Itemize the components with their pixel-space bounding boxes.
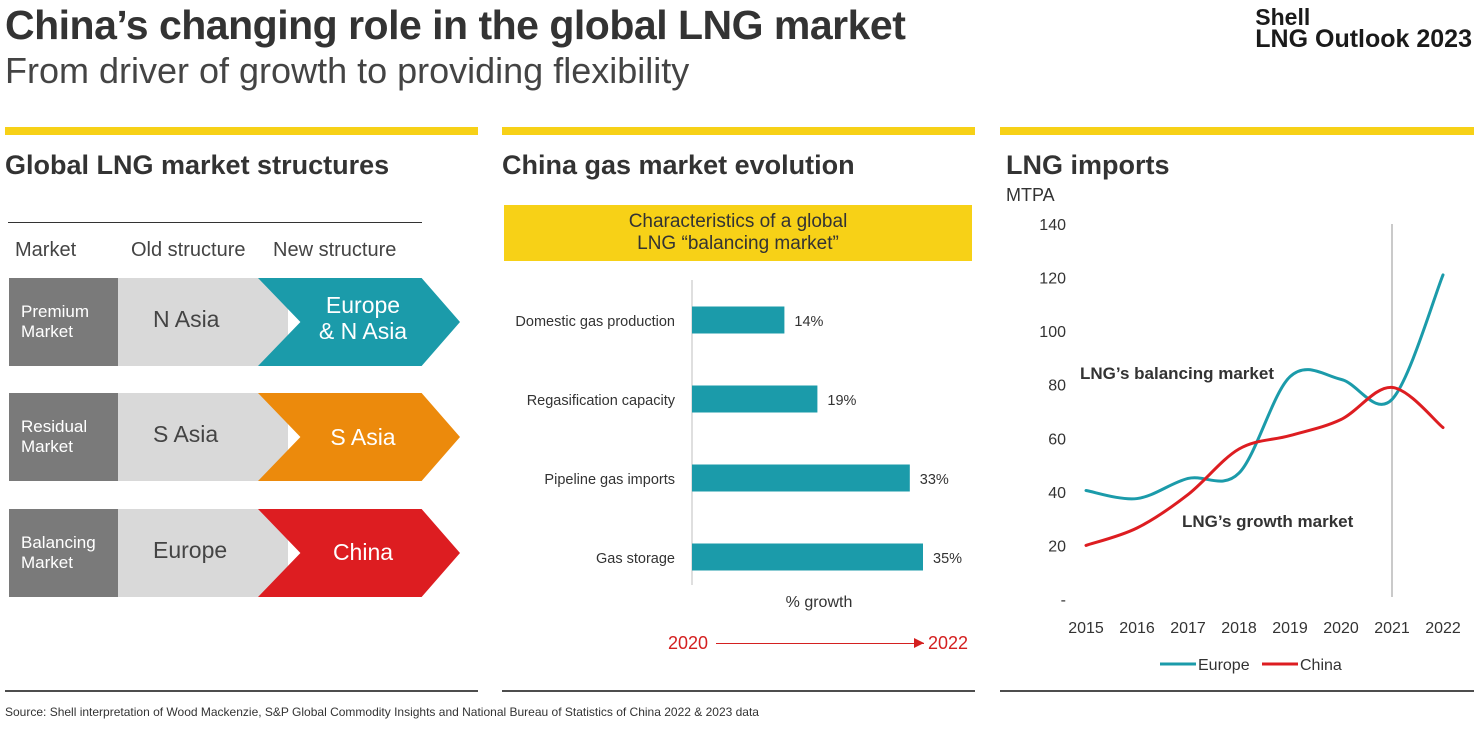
annotation-growth-market: LNG’s growth market	[1182, 512, 1354, 531]
page-title: China’s changing role in the global LNG …	[5, 2, 906, 48]
bar	[692, 464, 910, 492]
bar-value-label: 19%	[827, 393, 856, 409]
source-note: Source: Shell interpretation of Wood Mac…	[5, 705, 759, 719]
page-subtitle: From driver of growth to providing flexi…	[5, 50, 690, 91]
lng-imports-line-chart: - 20 40 60 80 100 120 140 2015 2016 2017 2018 2019 20…	[1039, 217, 1461, 674]
market-label-line-1: Premium	[21, 302, 90, 321]
series-line-europe	[1084, 273, 1445, 501]
new-structure-line-2: & N Asia	[318, 318, 408, 344]
market-label-residual: Residual Market	[9, 393, 118, 481]
table-header-rule	[8, 222, 422, 223]
new-structure-label-residual: S Asia	[303, 424, 423, 450]
column-header-market: Market	[15, 239, 77, 261]
bar	[692, 306, 785, 334]
x-tick-label: 2015	[1068, 620, 1104, 637]
x-tick-label: 2018	[1221, 620, 1257, 637]
banner-line-1: Characteristics of a global	[628, 211, 848, 232]
bar-value-label: 35%	[933, 551, 962, 567]
market-label-premium: Premium Market	[9, 278, 118, 366]
panel1-bottom-rule	[5, 690, 478, 692]
bar-category-label: Gas storage	[596, 551, 675, 567]
bar-axis-label: % growth	[786, 594, 853, 611]
x-tick-label: 2022	[1425, 620, 1461, 637]
bar-category-label: Pipeline gas imports	[544, 472, 675, 488]
panel1-title: Global LNG market structures	[5, 150, 390, 180]
panel3-title: LNG imports	[1006, 150, 1170, 180]
brand-line-1: Shell	[1255, 4, 1311, 30]
new-structure-label-premium: Europe & N Asia	[303, 292, 423, 344]
x-tick-label: 2017	[1170, 620, 1206, 637]
old-structure-label: Europe	[153, 537, 228, 563]
bar-value-label: 14%	[794, 314, 823, 330]
panel2-bottom-rule	[502, 690, 975, 692]
annotation-balancing-market: LNG’s balancing market	[1080, 364, 1274, 383]
old-structure-label: S Asia	[153, 421, 219, 447]
old-structure-premium: N Asia	[118, 278, 288, 366]
brand-line-2: LNG Outlook 2023	[1255, 25, 1472, 53]
old-structure-balancing: Europe	[118, 509, 288, 597]
new-structure-label-balancing: China	[303, 539, 423, 565]
brand-logo: Shell LNG Outlook 2023	[1255, 4, 1472, 53]
column-header-old: Old structure	[131, 239, 246, 261]
y-tick-label: 120	[1039, 271, 1066, 288]
y-tick-label: -	[1061, 592, 1066, 609]
market-label-line-1: Residual	[21, 417, 88, 436]
x-tick-label: 2019	[1272, 620, 1308, 637]
old-structure-residual: S Asia	[118, 393, 288, 481]
y-tick-label: 140	[1039, 217, 1066, 234]
bar-category-label: Domestic gas production	[515, 314, 675, 330]
bar-value-label: 33%	[920, 472, 949, 488]
new-structure-line-1: China	[332, 539, 394, 565]
panel2-title: China gas market evolution	[502, 150, 855, 180]
legend-label-china: China	[1300, 657, 1342, 674]
y-axis-units: MTPA	[1006, 185, 1055, 205]
x-tick-label: 2020	[1323, 620, 1359, 637]
market-label-line-1: Balancing	[21, 533, 96, 552]
y-tick-label: 60	[1048, 431, 1066, 448]
panel1-top-bar	[5, 127, 478, 135]
market-label-line-2: Market	[21, 437, 73, 456]
market-label-line-2: Market	[21, 553, 73, 572]
bar	[692, 385, 818, 413]
series-line-china	[1084, 385, 1445, 547]
y-tick-label: 80	[1048, 378, 1066, 395]
legend-label-europe: Europe	[1198, 657, 1250, 674]
panel3-top-bar	[1000, 127, 1474, 135]
year-start-label: 2020	[668, 633, 709, 653]
y-tick-label: 20	[1048, 538, 1066, 555]
x-tick-label: 2021	[1374, 620, 1410, 637]
balancing-market-banner: Characteristics of a global LNG “balanci…	[504, 205, 972, 261]
panel3-bottom-rule	[1000, 690, 1474, 692]
market-label-line-2: Market	[21, 322, 73, 341]
year-arrow-line	[716, 643, 924, 644]
new-structure-line-1: Europe	[325, 292, 401, 318]
column-header-new: New structure	[273, 239, 397, 261]
market-label-balancing: Balancing Market	[9, 509, 118, 597]
year-end-label: 2022	[928, 633, 969, 653]
y-tick-label: 100	[1039, 324, 1066, 341]
new-structure-line-1: S Asia	[330, 424, 396, 450]
old-structure-label: N Asia	[153, 306, 220, 332]
growth-bar-chart: Domestic gas production 14% Regasification…	[515, 280, 962, 611]
banner-line-2: LNG “balancing market”	[637, 233, 839, 254]
panel2-top-bar	[502, 127, 975, 135]
x-tick-label: 2016	[1119, 620, 1155, 637]
y-tick-label: 40	[1048, 485, 1066, 502]
year-arrow-head-icon	[914, 638, 924, 648]
bar	[692, 543, 923, 571]
bar-category-label: Regasification capacity	[527, 393, 676, 409]
